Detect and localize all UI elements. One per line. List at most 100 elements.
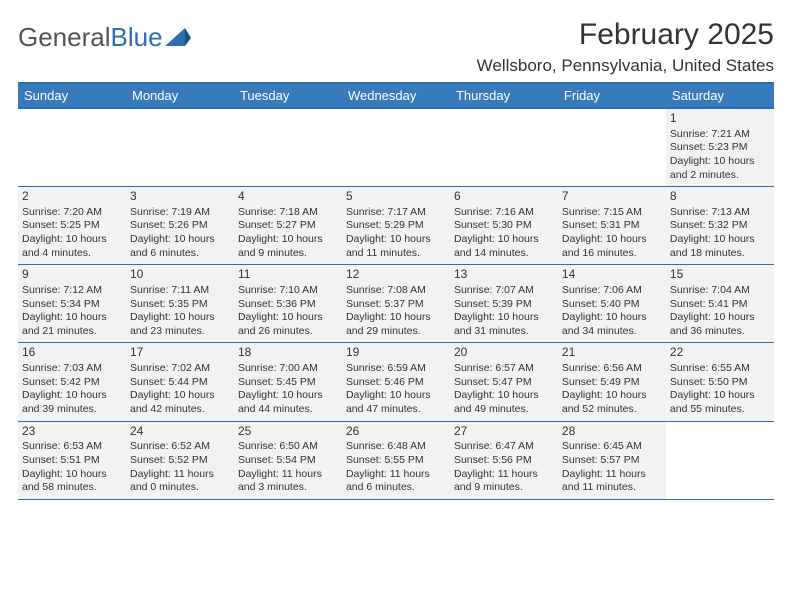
cell-sunset: Sunset: 5:42 PM	[22, 376, 122, 390]
day-number: 25	[238, 424, 338, 440]
calendar-cell-empty	[342, 109, 450, 186]
day-number: 21	[562, 345, 662, 361]
calendar-cell: 8Sunrise: 7:13 AMSunset: 5:32 PMDaylight…	[666, 187, 774, 264]
cell-sunset: Sunset: 5:31 PM	[562, 219, 662, 233]
cell-sunset: Sunset: 5:51 PM	[22, 454, 122, 468]
calendar-cell: 23Sunrise: 6:53 AMSunset: 5:51 PMDayligh…	[18, 422, 126, 499]
cell-sunset: Sunset: 5:52 PM	[130, 454, 230, 468]
page-title: February 2025	[477, 18, 774, 52]
calendar-cell: 24Sunrise: 6:52 AMSunset: 5:52 PMDayligh…	[126, 422, 234, 499]
cell-sunrise: Sunrise: 7:17 AM	[346, 206, 446, 220]
cell-sunset: Sunset: 5:50 PM	[670, 376, 770, 390]
cell-sunrise: Sunrise: 6:55 AM	[670, 362, 770, 376]
cell-dl1: Daylight: 11 hours	[454, 468, 554, 482]
day-number: 8	[670, 189, 770, 205]
cell-dl1: Daylight: 10 hours	[22, 389, 122, 403]
calendar-cell-empty	[666, 422, 774, 499]
cell-dl1: Daylight: 10 hours	[238, 311, 338, 325]
cell-dl2: and 4 minutes.	[22, 247, 122, 261]
cell-sunset: Sunset: 5:29 PM	[346, 219, 446, 233]
title-block: February 2025 Wellsboro, Pennsylvania, U…	[477, 18, 774, 76]
day-number: 20	[454, 345, 554, 361]
calendar-cell: 12Sunrise: 7:08 AMSunset: 5:37 PMDayligh…	[342, 265, 450, 342]
calendar-grid: 1Sunrise: 7:21 AMSunset: 5:23 PMDaylight…	[18, 109, 774, 500]
cell-sunset: Sunset: 5:55 PM	[346, 454, 446, 468]
cell-sunrise: Sunrise: 6:53 AM	[22, 440, 122, 454]
calendar-cell: 19Sunrise: 6:59 AMSunset: 5:46 PMDayligh…	[342, 343, 450, 420]
cell-dl1: Daylight: 10 hours	[454, 311, 554, 325]
calendar-cell: 1Sunrise: 7:21 AMSunset: 5:23 PMDaylight…	[666, 109, 774, 186]
cell-sunrise: Sunrise: 6:57 AM	[454, 362, 554, 376]
calendar-cell: 14Sunrise: 7:06 AMSunset: 5:40 PMDayligh…	[558, 265, 666, 342]
calendar-cell-empty	[234, 109, 342, 186]
calendar-cell: 20Sunrise: 6:57 AMSunset: 5:47 PMDayligh…	[450, 343, 558, 420]
cell-dl1: Daylight: 10 hours	[130, 233, 230, 247]
logo-general-text: General	[18, 22, 111, 53]
cell-dl2: and 11 minutes.	[562, 481, 662, 495]
cell-dl1: Daylight: 10 hours	[22, 311, 122, 325]
calendar-cell: 9Sunrise: 7:12 AMSunset: 5:34 PMDaylight…	[18, 265, 126, 342]
cell-dl2: and 42 minutes.	[130, 403, 230, 417]
cell-dl1: Daylight: 11 hours	[130, 468, 230, 482]
cell-sunrise: Sunrise: 7:11 AM	[130, 284, 230, 298]
calendar-cell: 5Sunrise: 7:17 AMSunset: 5:29 PMDaylight…	[342, 187, 450, 264]
cell-sunrise: Sunrise: 6:45 AM	[562, 440, 662, 454]
cell-sunset: Sunset: 5:39 PM	[454, 298, 554, 312]
calendar-cell: 26Sunrise: 6:48 AMSunset: 5:55 PMDayligh…	[342, 422, 450, 499]
cell-dl2: and 6 minutes.	[346, 481, 446, 495]
cell-dl2: and 52 minutes.	[562, 403, 662, 417]
cell-dl2: and 47 minutes.	[346, 403, 446, 417]
calendar-week: 9Sunrise: 7:12 AMSunset: 5:34 PMDaylight…	[18, 265, 774, 343]
cell-sunset: Sunset: 5:40 PM	[562, 298, 662, 312]
cell-sunrise: Sunrise: 6:56 AM	[562, 362, 662, 376]
cell-sunrise: Sunrise: 7:18 AM	[238, 206, 338, 220]
cell-sunrise: Sunrise: 7:03 AM	[22, 362, 122, 376]
calendar-cell-empty	[558, 109, 666, 186]
calendar-week: 23Sunrise: 6:53 AMSunset: 5:51 PMDayligh…	[18, 422, 774, 500]
calendar-cell: 22Sunrise: 6:55 AMSunset: 5:50 PMDayligh…	[666, 343, 774, 420]
day-header-wednesday: Wednesday	[342, 84, 450, 107]
day-number: 23	[22, 424, 122, 440]
cell-sunset: Sunset: 5:45 PM	[238, 376, 338, 390]
cell-dl1: Daylight: 10 hours	[238, 233, 338, 247]
cell-dl2: and 26 minutes.	[238, 325, 338, 339]
calendar-cell-empty	[450, 109, 558, 186]
day-number: 18	[238, 345, 338, 361]
calendar-cell: 17Sunrise: 7:02 AMSunset: 5:44 PMDayligh…	[126, 343, 234, 420]
cell-dl2: and 36 minutes.	[670, 325, 770, 339]
day-header-friday: Friday	[558, 84, 666, 107]
cell-dl1: Daylight: 10 hours	[670, 233, 770, 247]
cell-sunrise: Sunrise: 7:00 AM	[238, 362, 338, 376]
calendar-cell: 3Sunrise: 7:19 AMSunset: 5:26 PMDaylight…	[126, 187, 234, 264]
day-header-sunday: Sunday	[18, 84, 126, 107]
day-number: 5	[346, 189, 446, 205]
cell-dl2: and 39 minutes.	[22, 403, 122, 417]
calendar-cell: 6Sunrise: 7:16 AMSunset: 5:30 PMDaylight…	[450, 187, 558, 264]
day-number: 11	[238, 267, 338, 283]
day-number: 22	[670, 345, 770, 361]
cell-dl1: Daylight: 10 hours	[22, 468, 122, 482]
day-header-thursday: Thursday	[450, 84, 558, 107]
day-number: 1	[670, 111, 770, 127]
calendar-cell: 13Sunrise: 7:07 AMSunset: 5:39 PMDayligh…	[450, 265, 558, 342]
cell-dl2: and 29 minutes.	[346, 325, 446, 339]
calendar-cell: 2Sunrise: 7:20 AMSunset: 5:25 PMDaylight…	[18, 187, 126, 264]
cell-sunset: Sunset: 5:36 PM	[238, 298, 338, 312]
cell-dl1: Daylight: 10 hours	[562, 389, 662, 403]
cell-sunset: Sunset: 5:34 PM	[22, 298, 122, 312]
cell-sunset: Sunset: 5:35 PM	[130, 298, 230, 312]
cell-sunrise: Sunrise: 7:12 AM	[22, 284, 122, 298]
cell-dl1: Daylight: 10 hours	[454, 233, 554, 247]
cell-sunrise: Sunrise: 7:04 AM	[670, 284, 770, 298]
cell-sunset: Sunset: 5:56 PM	[454, 454, 554, 468]
header: General Blue February 2025 Wellsboro, Pe…	[18, 18, 774, 76]
calendar-cell: 18Sunrise: 7:00 AMSunset: 5:45 PMDayligh…	[234, 343, 342, 420]
day-number: 9	[22, 267, 122, 283]
cell-dl1: Daylight: 10 hours	[238, 389, 338, 403]
calendar-cell: 27Sunrise: 6:47 AMSunset: 5:56 PMDayligh…	[450, 422, 558, 499]
cell-sunrise: Sunrise: 6:52 AM	[130, 440, 230, 454]
cell-dl1: Daylight: 10 hours	[454, 389, 554, 403]
cell-sunset: Sunset: 5:44 PM	[130, 376, 230, 390]
cell-sunset: Sunset: 5:49 PM	[562, 376, 662, 390]
day-number: 10	[130, 267, 230, 283]
